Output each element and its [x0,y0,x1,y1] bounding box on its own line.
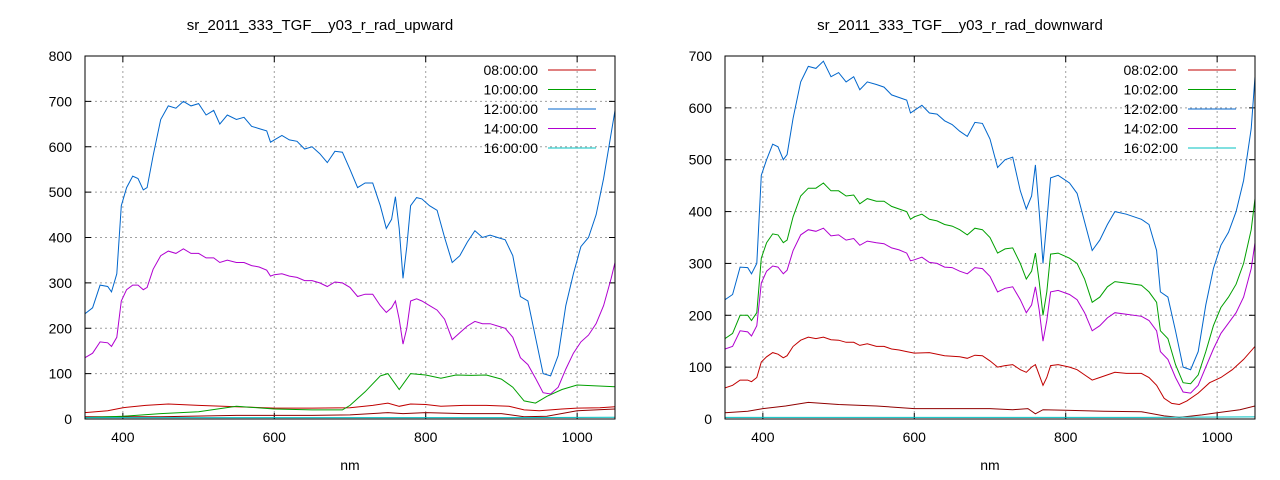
series-line-080200 [725,336,1255,406]
y-tick-label: 0 [64,411,72,427]
series-line-080000 [85,402,615,414]
chart-downward: sr_2011_333_TGF__y03_r_rad_downward 0 100 2… [689,17,1256,473]
x-axis-label: nm [340,457,359,473]
legend-label: 14:02:00 [1124,121,1179,137]
x-tick-label: 1000 [1202,429,1233,445]
y-tick-label: 500 [49,184,73,200]
legend-label: 08:00:00 [484,62,539,78]
x-tick-label: 400 [751,429,775,445]
y-tick-label: 300 [689,255,713,271]
chart-upward: sr_2011_333_TGF__y03_r_rad_upward 0 100 200… [49,17,616,473]
series-line-100000 [85,373,615,419]
x-tick-label: 800 [1054,429,1078,445]
y-tick-label: 600 [49,139,73,155]
y-tick-label: 200 [689,307,713,323]
x-tick-label: 1000 [562,429,593,445]
legend-label: 12:00:00 [484,101,539,117]
series-line-140000 [85,248,615,395]
series-line-120000 [85,100,615,377]
x-tick-label: 800 [414,429,438,445]
plot-frame [724,55,1256,420]
y-tick-label: 100 [49,366,73,382]
x-tick-label: 400 [111,429,135,445]
chart-panel-upward: sr_2011_333_TGF__y03_r_rad_upward 0 100 200… [49,17,616,473]
y-tick-label: 200 [49,320,73,336]
series-line-140200 [725,227,1255,394]
legend-label: 14:00:00 [484,121,539,137]
legend-label: 08:02:00 [1124,62,1179,78]
series-line-unlabeled [725,401,1255,418]
y-tick-label: 700 [49,93,73,109]
y-tick-label: 400 [689,204,713,220]
chart-panel-downward: sr_2011_333_TGF__y03_r_rad_downward 0 100 2… [640,0,1280,480]
x-tick-label: 600 [263,429,287,445]
series-line-100200 [725,182,1255,385]
plot-frame [84,55,616,420]
legend-label: 10:00:00 [484,82,539,98]
plot-area [725,60,1255,418]
chart-title: sr_2011_333_TGF__y03_r_rad_upward [187,17,454,34]
x-tick-label: 600 [903,429,927,445]
legend-label: 16:00:00 [484,140,539,156]
y-tick-label: 300 [49,275,73,291]
chart-title: sr_2011_333_TGF__y03_r_rad_downward [817,17,1103,34]
y-tick-label: 400 [49,230,73,246]
legend-label: 10:02:00 [1124,82,1179,98]
legend-label: 16:02:00 [1124,140,1179,156]
series-line-120200 [725,60,1255,371]
y-tick-label: 500 [689,152,713,168]
y-tick-label: 800 [49,48,73,64]
series-line-160200 [725,416,1255,418]
legend-label: 12:02:00 [1124,101,1179,117]
y-tick-label: 700 [689,48,713,64]
y-tick-label: 100 [689,359,713,375]
y-tick-label: 600 [689,100,713,116]
plot-area [85,100,615,419]
x-axis-label: nm [980,457,999,473]
series-line-unlabeled [85,408,615,418]
y-tick-label: 0 [704,411,712,427]
